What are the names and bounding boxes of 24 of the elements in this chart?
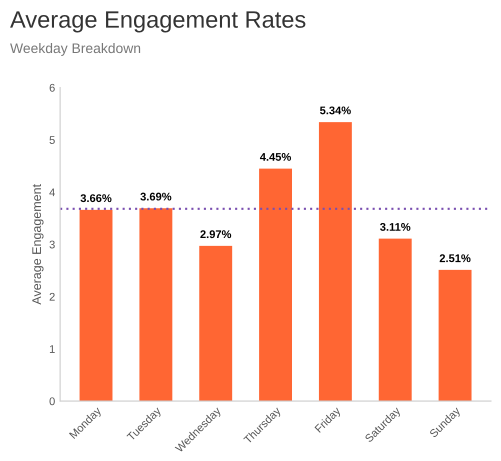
data-label: 2.51%: [440, 254, 471, 262]
chart-title: Average Engagement Rates: [10, 11, 306, 33]
bar: [259, 168, 292, 402]
bar: [378, 238, 412, 402]
chart-subtitle: Weekday Breakdown: [10, 42, 140, 56]
bar: [199, 246, 232, 402]
y-tick-label: 2: [50, 292, 55, 301]
bar: [318, 122, 352, 402]
y-tick-label: 3: [50, 240, 55, 248]
data-label: 3.66%: [80, 194, 112, 202]
bar: [139, 208, 172, 402]
bar: [80, 210, 112, 402]
y-tick-label: 1: [50, 345, 55, 353]
data-label: 5.34%: [320, 106, 351, 114]
data-label: 3.69%: [140, 192, 172, 201]
y-axis-title: Average Engagement: [32, 184, 44, 305]
y-tick-label: 0: [50, 397, 55, 406]
y-tick-label: 5: [50, 136, 55, 144]
data-label: 3.11%: [380, 222, 410, 231]
data-label: 2.97%: [200, 230, 232, 238]
y-tick-label: 4: [49, 188, 55, 196]
data-label: 4.45%: [260, 152, 292, 161]
y-tick-label: 6: [50, 84, 55, 92]
bar: [438, 270, 472, 402]
